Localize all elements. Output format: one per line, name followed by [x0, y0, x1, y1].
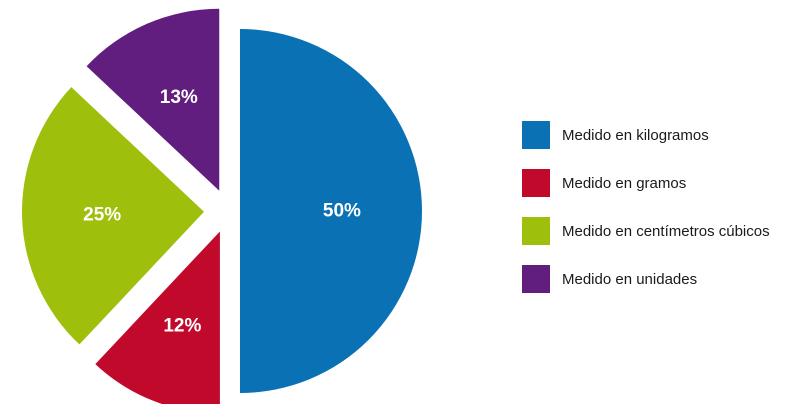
slice-value-label: 25%	[83, 204, 121, 225]
slice-value-label: 50%	[323, 201, 361, 222]
pie-slice-kilogramos	[240, 29, 422, 393]
slice-value-label: 12%	[163, 316, 201, 337]
legend-swatch	[522, 169, 550, 197]
legend-swatch	[522, 217, 550, 245]
legend-label: Medido en centímetros cúbicos	[562, 222, 770, 240]
legend-item: Medido en kilogramos	[522, 119, 790, 151]
legend: Medido en kilogramos Medido en gramos Me…	[522, 119, 790, 311]
pie-slice-centimetros	[22, 87, 205, 345]
pie-slice-unidades	[86, 8, 220, 191]
pie-slice-gramos	[95, 231, 220, 404]
legend-label: Medido en unidades	[562, 270, 698, 288]
legend-item: Medido en gramos	[522, 167, 790, 199]
legend-label: Medido en gramos	[562, 174, 687, 192]
legend-label: Medido en kilogramos	[562, 126, 709, 144]
legend-item: Medido en unidades	[522, 263, 790, 295]
slice-value-label: 13%	[160, 87, 198, 108]
legend-swatch	[522, 265, 550, 293]
legend-item: Medido en centímetros cúbicos	[522, 215, 790, 247]
legend-swatch	[522, 121, 550, 149]
